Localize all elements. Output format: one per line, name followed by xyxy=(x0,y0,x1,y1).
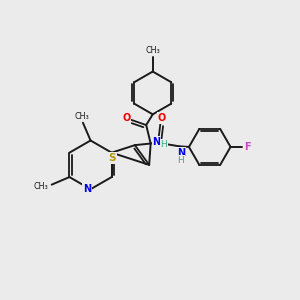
Text: N: N xyxy=(177,148,185,158)
Text: N: N xyxy=(83,184,91,194)
Text: S: S xyxy=(109,153,116,163)
Text: O: O xyxy=(122,113,130,123)
Text: F: F xyxy=(244,142,250,152)
Text: H: H xyxy=(178,155,184,164)
Text: O: O xyxy=(158,113,166,123)
Text: CH₃: CH₃ xyxy=(33,182,48,190)
Text: H: H xyxy=(160,140,167,148)
Text: CH₃: CH₃ xyxy=(146,46,160,55)
Text: N: N xyxy=(152,137,161,147)
Text: CH₃: CH₃ xyxy=(74,112,89,121)
